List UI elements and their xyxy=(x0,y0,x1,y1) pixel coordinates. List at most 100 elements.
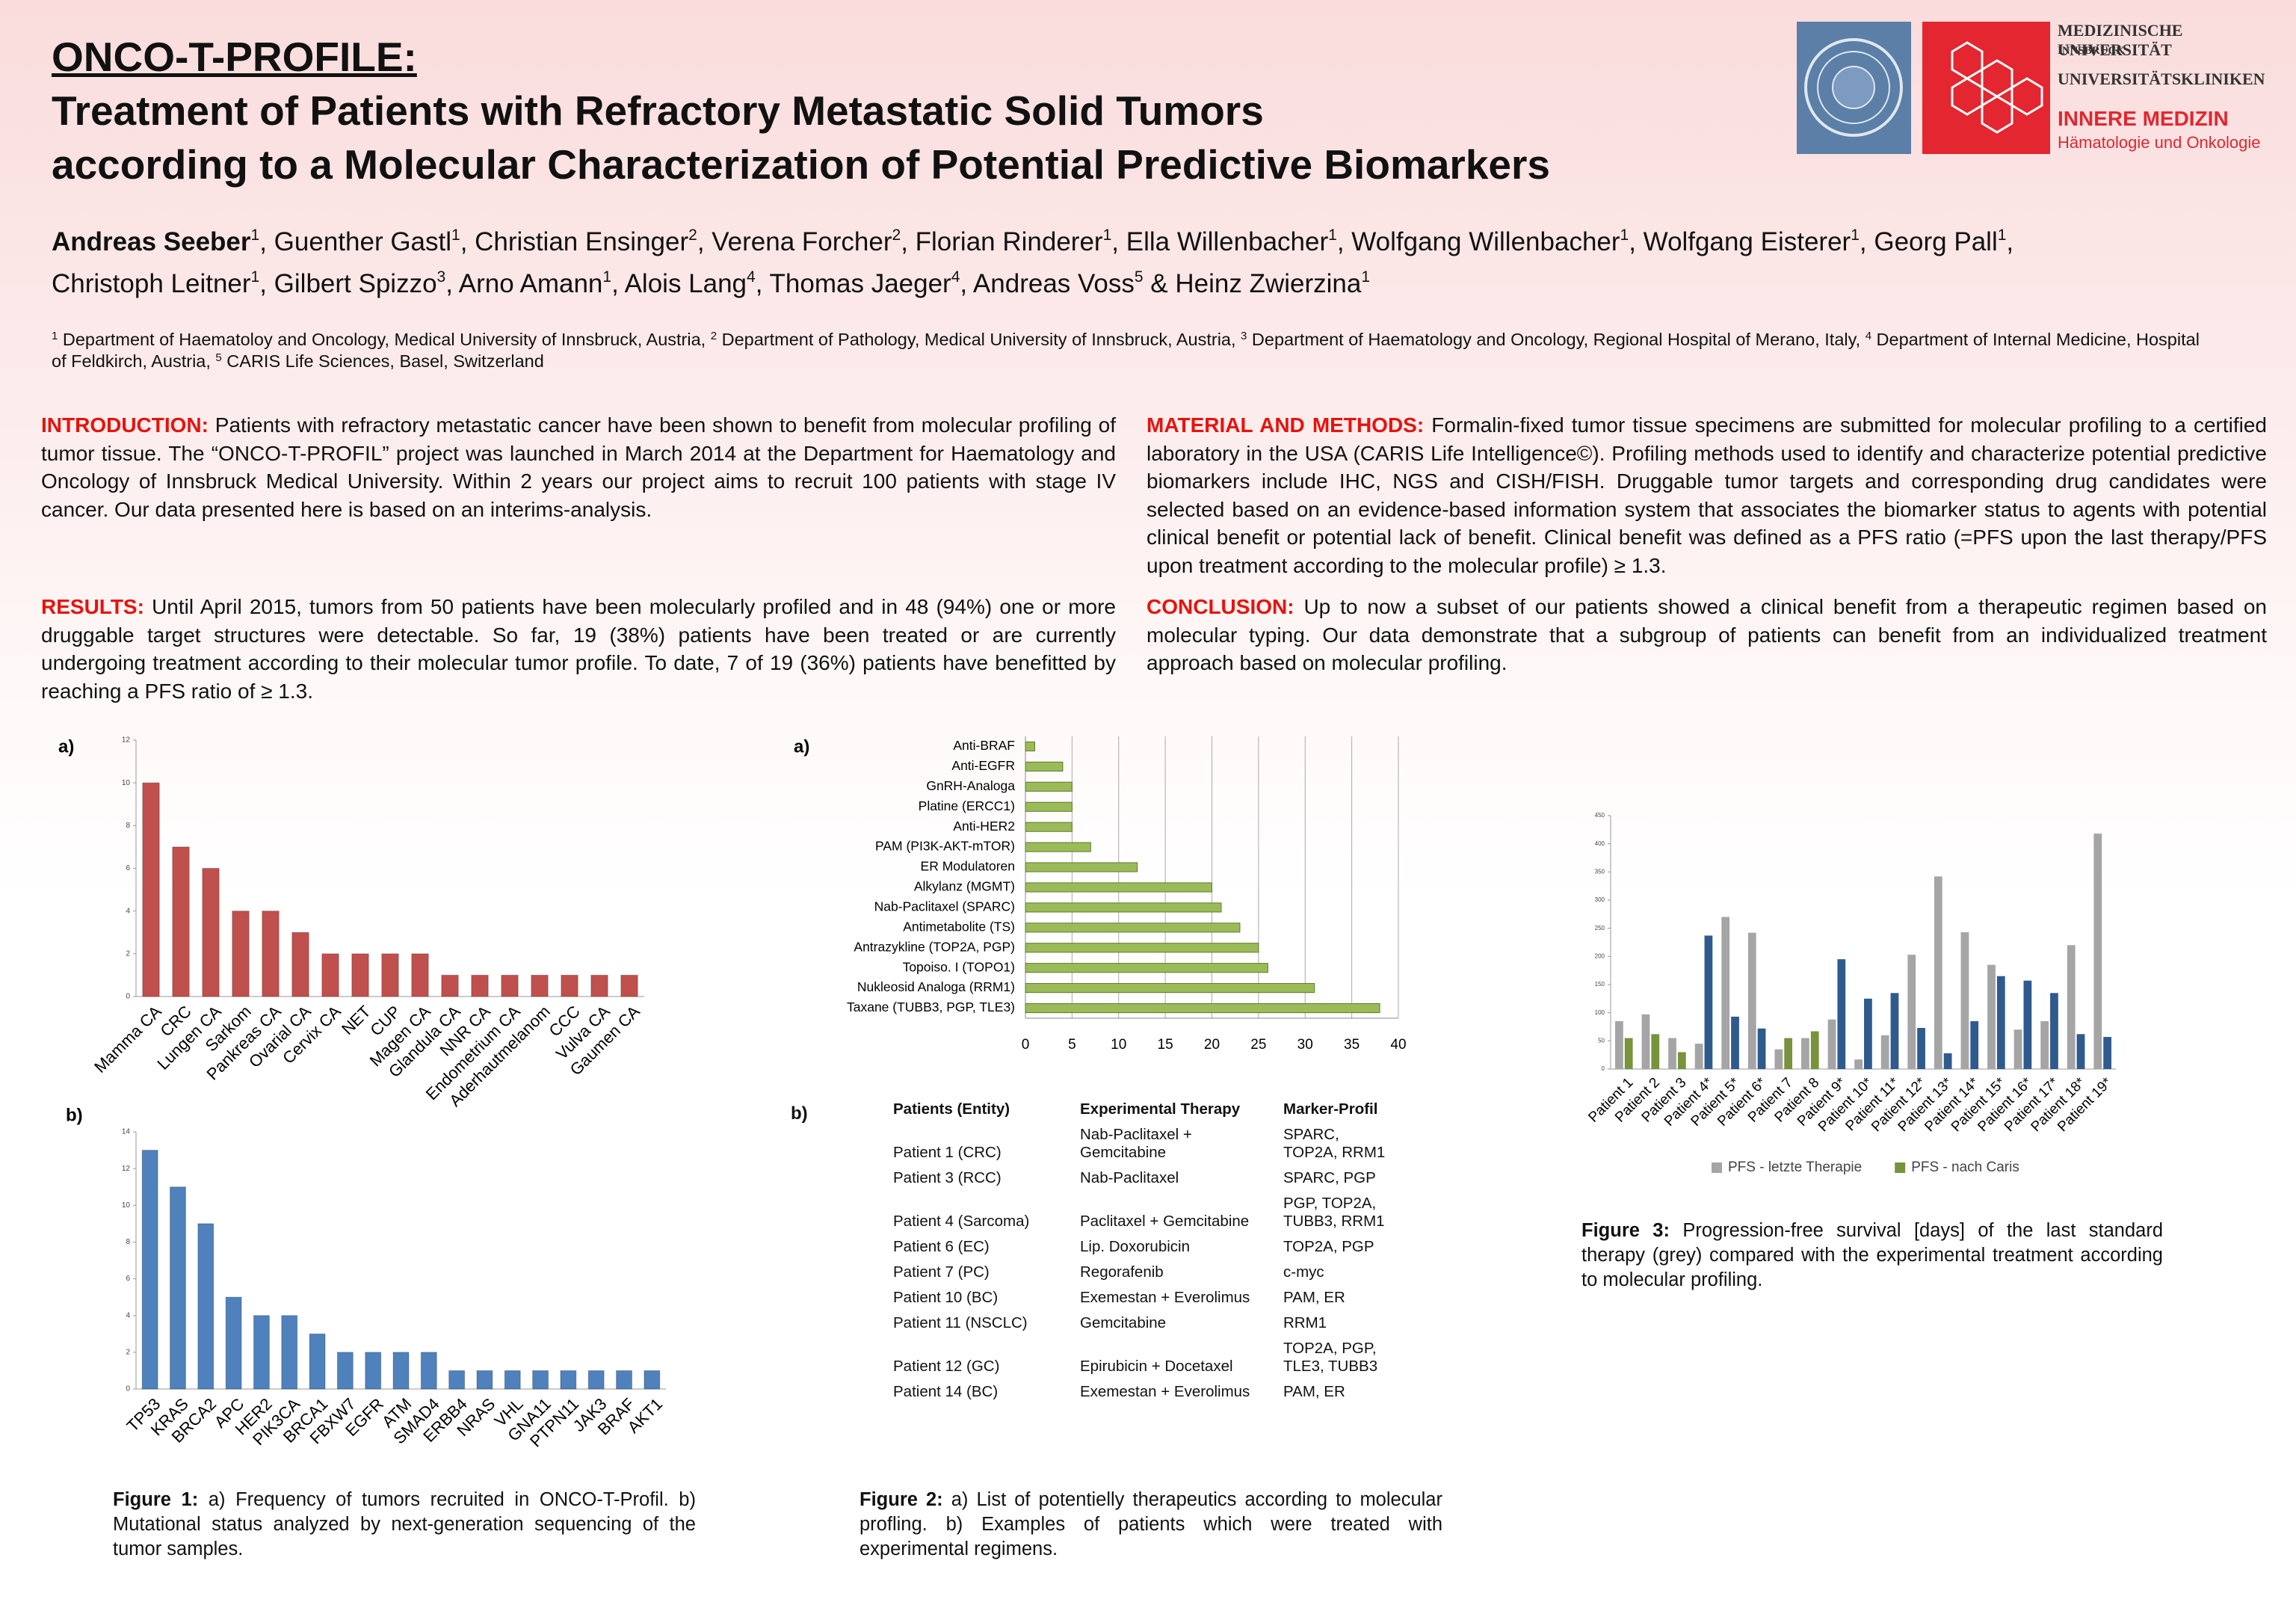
bar xyxy=(2093,834,2102,1069)
x-tick-label: 15 xyxy=(1158,1037,1173,1053)
table-row: Patient 12 (GC) Epirubicin + Docetaxel TOP… xyxy=(893,1337,1397,1380)
y-tick-label: Antimetabolite (TS) xyxy=(903,919,1015,934)
table-cell: TOP2A, PGP xyxy=(1283,1238,1374,1255)
author-name: , Florian Rinderer xyxy=(901,227,1103,256)
author-name: , Wolfgang Eisterer xyxy=(1629,227,1851,256)
x-tick-label: Mamma CA xyxy=(90,1002,165,1077)
table-row: Patient 6 (EC) Lip. Doxorubicin TOP2A, PGP xyxy=(893,1235,1397,1260)
section-text: Patients with refractory metastatic canc… xyxy=(41,413,1117,521)
y-tick-label: Platine (ERCC1) xyxy=(919,798,1015,813)
bar xyxy=(1677,1052,1686,1069)
y-tick-label: 300 xyxy=(1595,896,1605,903)
caption-label: Figure 3: xyxy=(1581,1220,1670,1241)
y-tick-label: 50 xyxy=(1598,1037,1605,1044)
bar xyxy=(587,1370,605,1390)
bar xyxy=(392,1352,410,1390)
section-text: Until April 2015, tumors from 50 patient… xyxy=(41,595,1117,703)
affiliation-number: 2 xyxy=(710,330,718,342)
panel-label: b) xyxy=(791,1103,808,1124)
header-cell: Experimental Therapy xyxy=(1080,1100,1241,1118)
y-tick-label: 4 xyxy=(126,907,130,915)
y-tick-label: 350 xyxy=(1595,868,1605,875)
table-cell: Nab-Paclitaxel + Gemcitabine xyxy=(1080,1126,1192,1161)
bar xyxy=(1774,1049,1783,1069)
affiliation-text: Department of Internal Medicine, Hospita… xyxy=(52,330,2200,371)
author-name: , Guenther Gastl xyxy=(259,227,452,256)
y-tick-label: Alkylanz (MGMT) xyxy=(914,879,1015,894)
bar xyxy=(1810,1031,1819,1069)
bar xyxy=(170,1186,186,1390)
y-tick-label: Anti-EGFR xyxy=(951,758,1015,773)
y-tick-label: 2 xyxy=(126,949,130,958)
y-tick-label: 150 xyxy=(1595,981,1605,988)
y-tick-label: 2 xyxy=(126,1348,130,1356)
title-line: ONCO-T-PROFILE: xyxy=(52,34,417,80)
bar xyxy=(2040,1020,2049,1069)
table-cell: Paclitaxel + Gemcitabine xyxy=(1080,1213,1250,1230)
title: ONCO-T-PROFILE: Treatment of Patients wi… xyxy=(52,30,1550,191)
bar xyxy=(2067,945,2076,1069)
bar xyxy=(1025,963,1268,973)
bar xyxy=(2050,993,2058,1069)
author-affiliation: 2 xyxy=(892,227,901,244)
author-affiliation: 1 xyxy=(250,268,260,286)
patients-table: Patients (Entity) Experimental Therapy M… xyxy=(893,1097,1397,1405)
y-tick-label: ER Modulatoren xyxy=(921,859,1015,874)
author-name: , Wolfgang Willenbacher xyxy=(1336,227,1620,256)
section-text: Formalin-fixed tumor tissue specimens ar… xyxy=(1147,413,2268,577)
table-cell: PAM, ER xyxy=(1283,1289,1345,1306)
bar xyxy=(1025,923,1241,933)
bar xyxy=(1641,1014,1650,1069)
bar xyxy=(232,911,250,997)
bar xyxy=(1854,1059,1863,1069)
figure3-caption: Figure 3: Progression-free survival [day… xyxy=(1581,1219,2163,1293)
bar xyxy=(1784,1038,1793,1069)
bar xyxy=(1996,976,2005,1069)
author-name: , Andreas Voss xyxy=(960,269,1135,298)
bar xyxy=(1668,1038,1676,1069)
author-name: , Ella Willenbacher xyxy=(1111,227,1329,256)
panel-label: a) xyxy=(58,736,74,757)
authors: Andreas Seeber1, Guenther Gastl1, Christ… xyxy=(52,221,2264,305)
author-affiliation: 4 xyxy=(747,268,756,286)
x-tick-label: 0 xyxy=(1022,1037,1030,1053)
affiliation-number: 3 xyxy=(1241,330,1247,342)
table-cell: Patient 10 (BC) xyxy=(893,1289,999,1306)
table-cell: Patient 7 (PC) xyxy=(893,1263,990,1281)
table-cell: PAM, ER xyxy=(1283,1383,1345,1400)
table-row: Patient 3 (RCC) Nab-Paclitaxel SPARC, PGP xyxy=(893,1166,1397,1192)
table-row: Patient 14 (BC) Exemestan + Everolimus PAM… xyxy=(893,1380,1397,1405)
y-tick-label: 0 xyxy=(126,1385,130,1393)
hexagon-graphic xyxy=(1951,41,2043,134)
university-seal xyxy=(1797,22,1911,154)
table-wrap: Patients (Entity) Experimental Therapy M… xyxy=(893,1097,1397,1405)
bar xyxy=(1025,741,1035,752)
bar xyxy=(1731,1016,1739,1069)
section-heading: MATERIAL AND METHODS: xyxy=(1147,413,1425,437)
bar xyxy=(309,1333,326,1390)
table-cell: Patient 1 (CRC) xyxy=(893,1144,1002,1161)
bar xyxy=(1025,862,1138,872)
x-tick-label: NET xyxy=(338,1002,374,1038)
author-affiliation: 4 xyxy=(951,268,960,286)
y-tick-label: 450 xyxy=(1595,812,1605,819)
bar xyxy=(476,1370,493,1390)
bar xyxy=(532,1370,549,1390)
author-affiliation: 5 xyxy=(1134,268,1144,286)
bar xyxy=(620,974,638,997)
table-cell: Patient 4 (Sarcoma) xyxy=(893,1213,1030,1230)
y-tick-label: Nukleosid Analoga (RRM1) xyxy=(857,979,1015,994)
y-tick-label: Antrazykline (TOP2A, PGP) xyxy=(854,939,1015,954)
y-tick-label: Anti-BRAF xyxy=(953,738,1015,753)
affiliation-text: CARIS Life Sciences, Basel, Switzerland xyxy=(221,351,544,371)
bar xyxy=(321,953,339,997)
bar xyxy=(142,782,160,997)
y-tick-label: GnRH-Analoga xyxy=(926,778,1015,793)
bar xyxy=(644,1370,661,1390)
table-cell: Gemcitabine xyxy=(1080,1314,1167,1331)
bar xyxy=(141,1150,158,1390)
bar xyxy=(1025,822,1073,832)
bar xyxy=(281,1315,298,1390)
author-affiliation: 1 xyxy=(1361,268,1371,286)
table-cell: RRM1 xyxy=(1283,1314,1327,1331)
